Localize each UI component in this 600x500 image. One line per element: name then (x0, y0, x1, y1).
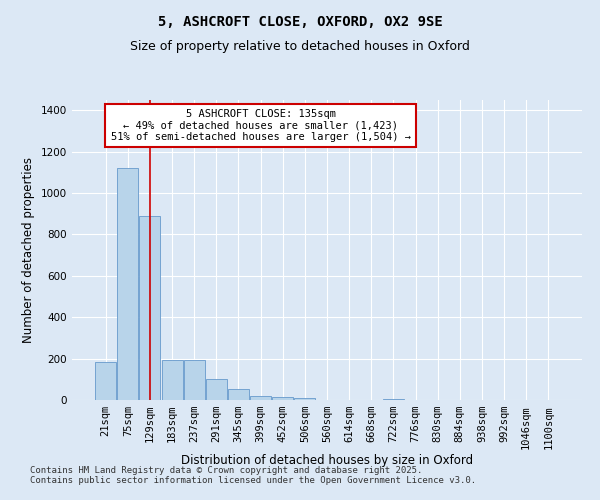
Bar (118, 168, 139, 400)
Bar (184, 360, 205, 400)
Text: 5 ASHCROFT CLOSE: 135sqm
← 49% of detached houses are smaller (1,423)
51% of sem: 5 ASHCROFT CLOSE: 135sqm ← 49% of detach… (110, 109, 410, 142)
Bar (139, 216, 160, 400)
Y-axis label: Number of detached properties: Number of detached properties (22, 157, 35, 343)
Bar (161, 360, 182, 400)
Bar (295, 398, 316, 400)
Bar (95, 362, 116, 400)
Text: Size of property relative to detached houses in Oxford: Size of property relative to detached ho… (130, 40, 470, 53)
Bar (272, 397, 293, 400)
Bar (250, 396, 271, 400)
Text: Contains HM Land Registry data © Crown copyright and database right 2025.
Contai: Contains HM Land Registry data © Crown c… (30, 466, 476, 485)
X-axis label: Distribution of detached houses by size in Oxford: Distribution of detached houses by size … (181, 454, 473, 467)
Bar (228, 388, 249, 400)
Text: 5, ASHCROFT CLOSE, OXFORD, OX2 9SE: 5, ASHCROFT CLOSE, OXFORD, OX2 9SE (158, 15, 442, 29)
Bar (206, 380, 227, 400)
Bar (383, 399, 404, 400)
